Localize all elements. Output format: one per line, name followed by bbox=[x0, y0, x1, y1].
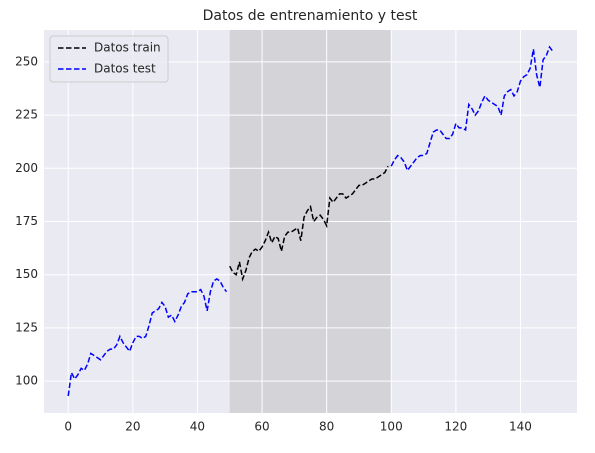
x-tick-label: 140 bbox=[509, 420, 532, 434]
x-tick-label: 100 bbox=[380, 420, 403, 434]
y-tick-label: 175 bbox=[15, 214, 38, 228]
x-tick-label: 60 bbox=[254, 420, 269, 434]
x-tick-label: 0 bbox=[64, 420, 72, 434]
y-tick-label: 225 bbox=[15, 108, 38, 122]
y-tick-label: 100 bbox=[15, 374, 38, 388]
chart-title: Datos de entrenamiento y test bbox=[203, 8, 418, 24]
legend-label: Datos train bbox=[94, 41, 161, 55]
y-tick-label: 250 bbox=[15, 54, 38, 68]
x-tick-label: 120 bbox=[444, 420, 467, 434]
data-line bbox=[67, 45, 554, 397]
y-tick-label: 200 bbox=[15, 161, 38, 175]
x-tick-label: 20 bbox=[125, 420, 140, 434]
y-tick-label: 125 bbox=[15, 320, 38, 334]
y-tick-label: 150 bbox=[15, 267, 38, 281]
legend-label: Datos test bbox=[94, 62, 156, 76]
data-line bbox=[229, 165, 389, 282]
x-tick-label: 80 bbox=[319, 420, 334, 434]
x-tick-label: 40 bbox=[190, 420, 205, 434]
